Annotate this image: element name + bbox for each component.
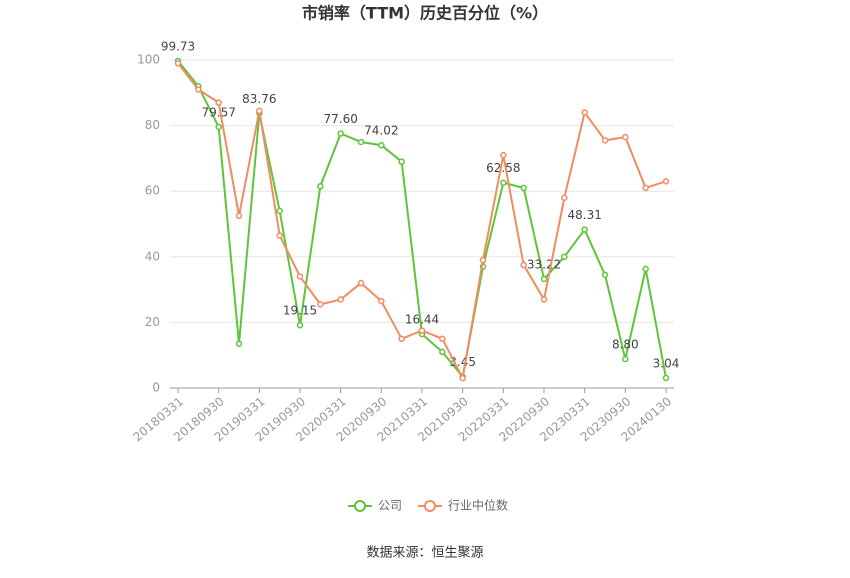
point xyxy=(601,271,609,279)
y-tick-label: 80 xyxy=(145,118,160,132)
value-label: 8.80 xyxy=(612,338,639,352)
value-label: 99.73 xyxy=(161,39,195,53)
point xyxy=(581,226,588,233)
legend-label: 行业中位数 xyxy=(448,498,508,513)
value-label: 48.31 xyxy=(567,208,601,222)
point xyxy=(418,327,426,334)
point xyxy=(561,194,568,202)
legend-label: 公司 xyxy=(378,499,402,513)
legend-marker xyxy=(424,500,436,512)
point xyxy=(276,207,283,215)
point xyxy=(215,123,222,131)
point xyxy=(337,130,344,137)
point xyxy=(500,179,507,186)
point xyxy=(235,340,243,347)
y-tick-label: 60 xyxy=(145,184,160,198)
value-label: 16.44 xyxy=(405,313,439,327)
point xyxy=(500,151,507,159)
value-label: 3.04 xyxy=(653,357,680,371)
legend-marker xyxy=(354,500,366,512)
point xyxy=(215,99,222,106)
value-label: 79.57 xyxy=(201,106,235,120)
y-tick-label: 100 xyxy=(137,53,160,67)
point xyxy=(317,301,324,308)
y-tick-label: 40 xyxy=(145,249,160,263)
point xyxy=(439,335,446,343)
y-tick-label: 20 xyxy=(145,315,160,329)
point xyxy=(195,86,202,93)
value-label: 77.60 xyxy=(323,112,357,126)
y-tick-label: 0 xyxy=(152,381,160,395)
value-label: 62.58 xyxy=(486,161,520,175)
point xyxy=(378,297,385,305)
point xyxy=(662,374,670,382)
point xyxy=(540,275,548,283)
point xyxy=(479,256,487,264)
value-label: 33.22 xyxy=(527,258,561,272)
point xyxy=(642,265,649,273)
point xyxy=(622,133,629,141)
value-label: 83.76 xyxy=(242,92,276,106)
point xyxy=(540,296,548,303)
point xyxy=(398,158,405,165)
value-label: 74.02 xyxy=(364,124,398,138)
point xyxy=(622,355,629,363)
point xyxy=(256,107,263,115)
point xyxy=(520,261,527,269)
point xyxy=(357,279,365,287)
point xyxy=(296,321,304,329)
chart-title: 市销率（TTM）历史百分位（%） xyxy=(302,4,548,23)
point xyxy=(439,348,446,356)
point xyxy=(357,138,365,146)
value-label: 19.15 xyxy=(283,304,317,318)
point xyxy=(337,296,344,303)
point xyxy=(642,184,649,192)
point xyxy=(601,137,609,144)
point xyxy=(581,109,588,116)
point xyxy=(459,374,466,382)
point xyxy=(398,335,405,343)
point xyxy=(317,183,324,190)
point xyxy=(296,273,304,280)
point xyxy=(174,60,182,67)
point xyxy=(378,141,385,149)
point xyxy=(235,212,243,220)
point xyxy=(276,232,283,239)
point xyxy=(561,253,568,261)
source: 数据来源：恒生聚源 xyxy=(366,546,483,561)
point xyxy=(662,178,670,185)
point xyxy=(520,184,527,192)
